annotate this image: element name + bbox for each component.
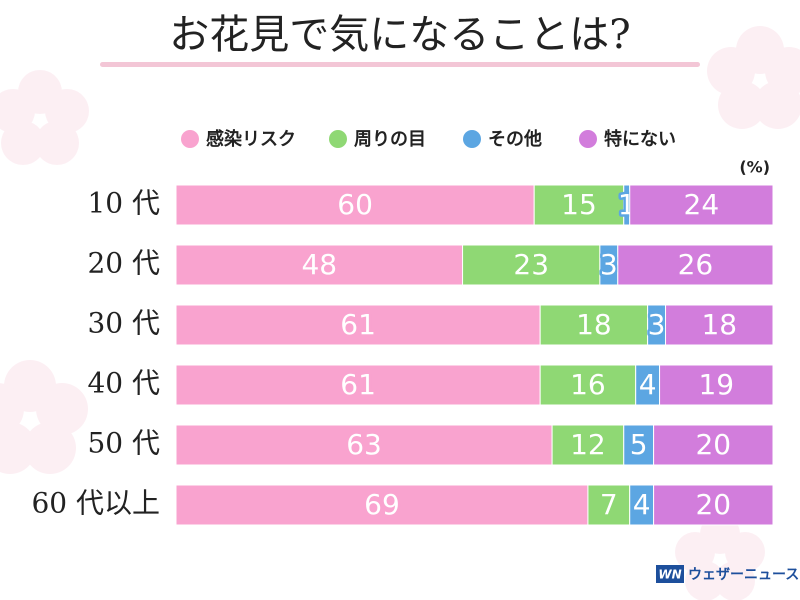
legend-label: 感染リスク <box>206 128 296 150</box>
bar-segment <box>533 184 625 226</box>
value-label: 20 <box>695 428 731 461</box>
value-label: 4 <box>639 368 657 401</box>
value-label: 18 <box>576 308 612 341</box>
logo-mark: WN <box>658 568 681 582</box>
logo-box <box>656 565 684 583</box>
unit-label: (%) <box>739 158 770 177</box>
bar-segment <box>623 424 655 466</box>
legend-marker <box>329 130 347 148</box>
bar-segment <box>539 364 637 406</box>
y-tick-label: 50 代 <box>87 427 160 460</box>
legend-marker <box>181 130 199 148</box>
bar-segment <box>629 184 774 226</box>
value-label: 23 <box>513 248 549 281</box>
bar-segment <box>175 244 464 286</box>
legend-marker <box>463 130 481 148</box>
value-label: 61 <box>340 308 376 341</box>
value-label: 24 <box>684 188 720 221</box>
title-underline <box>100 62 700 67</box>
value-label: 5 <box>630 428 648 461</box>
value-label: 15 <box>561 188 597 221</box>
bar-segment <box>175 184 535 226</box>
value-label: 48 <box>301 248 337 281</box>
value-label: 16 <box>570 368 606 401</box>
bar-segment <box>659 364 774 406</box>
value-label: 4 <box>633 488 651 521</box>
value-label: 7 <box>600 488 618 521</box>
value-label: 26 <box>678 248 714 281</box>
bar-segment <box>587 484 631 526</box>
chart-title: お花見で気になることは? <box>169 12 630 58</box>
value-label: 63 <box>346 428 382 461</box>
value-label: 60 <box>337 188 373 221</box>
value-label: 3 <box>600 248 618 281</box>
y-tick-label: 20 代 <box>87 247 160 280</box>
legend-marker <box>579 130 597 148</box>
y-tick-label: 30 代 <box>87 307 160 340</box>
legend-label: 周りの目 <box>354 129 426 150</box>
y-tick-label: 10 代 <box>87 187 160 220</box>
y-tick-label: 40 代 <box>87 367 160 400</box>
legend-label: その他 <box>488 128 542 150</box>
bar-segment <box>175 484 589 526</box>
bar-segment <box>617 244 774 286</box>
bar-segment <box>653 484 774 526</box>
value-label: 61 <box>340 368 376 401</box>
background-blossoms <box>0 26 800 600</box>
legend-label: 特にない <box>604 128 676 150</box>
value-label: 20 <box>695 488 731 521</box>
value-label: 12 <box>570 428 606 461</box>
source-logo: ウェザーニュース <box>688 567 799 583</box>
bar-segment <box>665 304 774 346</box>
value-label: 3 <box>648 308 666 341</box>
value-label: 69 <box>364 488 400 521</box>
value-label: 19 <box>698 368 734 401</box>
bar-segment <box>175 364 541 406</box>
bar-segment <box>462 244 601 286</box>
value-label: 18 <box>701 308 737 341</box>
bar-segment <box>653 424 774 466</box>
y-tick-label: 60 代以上 <box>31 487 160 520</box>
